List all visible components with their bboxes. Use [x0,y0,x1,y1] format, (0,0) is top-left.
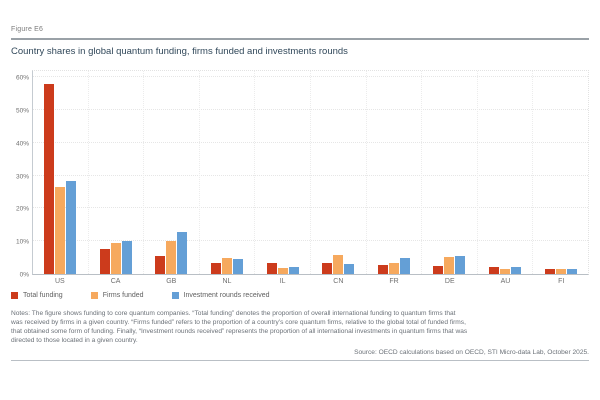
bar [444,256,455,274]
bar [544,269,555,274]
x-tick-label: CN [333,278,344,285]
bar-group-cn [309,71,366,274]
bar [500,269,511,274]
legend-label: Firms funded [102,292,144,299]
y-tick-label: 60% [15,74,29,82]
bar-group-au [476,71,533,274]
x-tick-label: FI [558,278,565,285]
bar-chart: 0% 10% 20% 30% 40% 50% 60% [11,70,589,279]
notes-line: Notes: The figure shows funding to core … [11,310,456,317]
y-tick-label: 50% [15,107,29,115]
y-tick-label: 10% [15,238,29,246]
chart-title: Country shares in global quantum funding… [11,46,348,57]
bar [277,268,288,274]
header-rule [11,38,589,40]
y-tick-label: 30% [15,173,29,181]
bar [44,83,55,274]
bar [377,265,388,274]
source-text: Source: OECD calculations based on OECD,… [354,349,589,356]
bar [55,187,66,274]
bar [222,258,233,274]
bar [99,249,110,274]
bar-group-fi [532,71,588,274]
bar [121,241,132,274]
x-tick-label: NL [222,278,232,285]
x-tick-label: IL [279,278,286,285]
legend-item: Total funding [11,292,63,299]
bar-group-il [254,71,310,274]
notes-line: directed to those located in a given cou… [11,337,138,344]
bar-group-us [33,71,88,274]
x-tick-label: AU [500,278,511,285]
bar [333,254,344,274]
y-tick-label: 40% [15,140,29,148]
y-tick-label: 0% [19,271,29,279]
y-axis: 0% 10% 20% 30% 40% 50% 60% [11,70,32,279]
bar [344,264,355,274]
bar [288,267,299,274]
legend-item: Firms funded [90,292,144,299]
legend-label: Investment rounds received [183,292,270,299]
notes-line: was received by firms in a given country… [11,319,466,326]
bar [155,255,166,274]
bar-group-ca [87,71,144,274]
chart-legend: Total funding Firms funded Investment roun… [11,292,589,299]
notes-text: Notes: The figure shows funding to core … [11,309,589,345]
x-tick-label: FR [389,278,399,285]
bar [489,267,500,274]
bar-group-nl [198,71,255,274]
bar [211,262,222,274]
x-tick-label: GB [166,278,177,285]
bar-group-gb [143,71,199,274]
figure-label: Figure E6 [11,26,44,33]
legend-item: Investment rounds received [171,292,270,299]
footer-rule [11,360,589,361]
legend-label: Total funding [23,292,63,299]
x-tick-label: CA [110,278,121,285]
bar-group-fr [365,71,422,274]
bar [233,258,244,274]
bar [455,255,466,274]
bar [66,180,77,274]
bar [555,268,566,274]
bar [566,269,577,274]
x-tick-label: US [54,278,65,285]
bar [388,262,399,274]
legend-swatch-icon [90,292,98,299]
bar [166,241,177,274]
bar [266,262,277,274]
plot-area [32,70,589,275]
y-tick-label: 20% [15,205,29,213]
x-axis: US CA GB NL IL CN FR DE AU FI [32,278,589,285]
bar [177,232,188,274]
x-tick-label: DE [444,278,455,285]
bar [110,242,121,274]
bar [511,266,522,274]
bar-group-de [421,71,477,274]
bar [433,266,444,274]
bar [322,263,333,274]
legend-swatch-icon [171,292,179,299]
bar [399,258,410,274]
notes-line: that obtained some form of funding. Fina… [11,328,468,335]
legend-swatch-icon [11,292,18,299]
